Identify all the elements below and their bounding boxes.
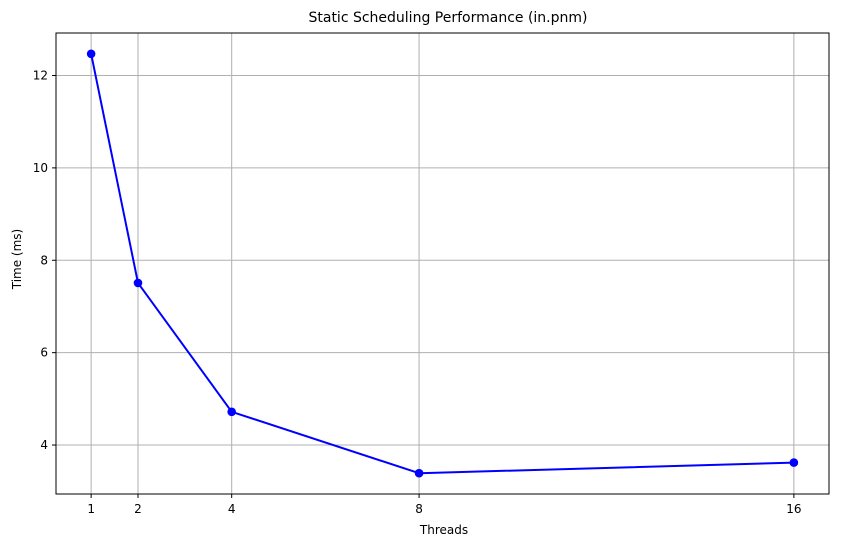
x-tick-label: 2	[134, 502, 142, 516]
grid	[56, 33, 829, 494]
y-tick-label: 10	[33, 161, 48, 175]
data-point	[86, 49, 96, 59]
x-tick-label: 4	[228, 502, 236, 516]
y-tick-label: 4	[40, 438, 48, 452]
data-point	[133, 278, 143, 288]
series-layer	[86, 49, 799, 478]
x-tick-label: 16	[786, 502, 801, 516]
data-point	[414, 468, 424, 478]
x-tick-label: 1	[87, 502, 95, 516]
y-tick-label: 6	[40, 346, 48, 360]
data-point	[789, 458, 799, 467]
x-axis-label: Threads	[419, 523, 468, 537]
y-axis-label: Time (ms)	[10, 229, 24, 291]
data-point	[227, 407, 236, 417]
plot-area-frame	[55, 32, 830, 495]
x-tick-label: 8	[415, 502, 423, 516]
y-tick-label: 8	[40, 253, 48, 267]
y-tick-label: 12	[33, 68, 48, 82]
chart-title: Static Scheduling Performance (in.pnm)	[308, 10, 587, 26]
